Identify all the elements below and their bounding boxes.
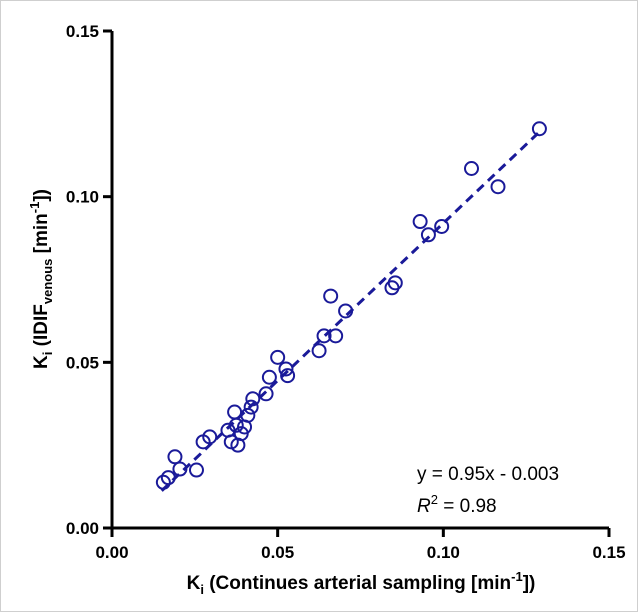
- x-tick-label: 0.05: [261, 543, 294, 562]
- data-point: [434, 218, 450, 234]
- data-point: [328, 328, 344, 344]
- axes: [110, 31, 609, 530]
- points-group: [155, 121, 547, 490]
- data-point: [227, 404, 243, 420]
- data-point: [258, 386, 274, 402]
- fit-line-group: [160, 130, 541, 492]
- data-point: [202, 429, 218, 445]
- data-point: [160, 470, 176, 486]
- data-point: [420, 227, 436, 243]
- data-point: [188, 462, 204, 478]
- data-point: [323, 288, 339, 304]
- data-point: [311, 343, 327, 359]
- data-point: [280, 368, 296, 384]
- data-point: [463, 161, 479, 177]
- data-point: [245, 391, 261, 407]
- data-point: [172, 461, 188, 477]
- data-point: [155, 474, 171, 490]
- fit-line: [160, 130, 541, 492]
- data-point: [338, 303, 354, 319]
- x-tick-label: 0.15: [592, 543, 625, 562]
- ticks: 0.00 0.05 0.10 0.15 0.00 0.05 0.10 0.15: [66, 22, 626, 562]
- data-point: [387, 275, 403, 291]
- data-point: [316, 328, 332, 344]
- r-squared: R2 = 0.98: [417, 492, 497, 517]
- x-tick-label: 0.10: [427, 543, 460, 562]
- y-tick-label: 0.05: [66, 353, 99, 372]
- fit-equation: y = 0.95x - 0.003: [417, 464, 559, 485]
- x-tick-label: 0.00: [95, 543, 128, 562]
- y-tick-label: 0.10: [66, 188, 99, 207]
- data-point: [412, 214, 428, 230]
- y-tick-label: 0.15: [66, 22, 99, 41]
- data-point: [490, 179, 506, 195]
- x-axis-title: Ki (Continues arterial sampling [min-1]): [187, 569, 536, 597]
- data-point: [228, 417, 244, 433]
- data-point: [167, 449, 183, 465]
- data-point: [243, 399, 259, 415]
- y-tick-label: 0.00: [66, 519, 99, 538]
- data-point: [278, 361, 294, 377]
- data-point: [240, 407, 256, 423]
- y-axis-title: Ki (IDIFvenous [min-1]): [27, 189, 55, 369]
- data-point: [270, 349, 286, 365]
- data-point: [261, 369, 277, 385]
- data-point: [531, 121, 547, 137]
